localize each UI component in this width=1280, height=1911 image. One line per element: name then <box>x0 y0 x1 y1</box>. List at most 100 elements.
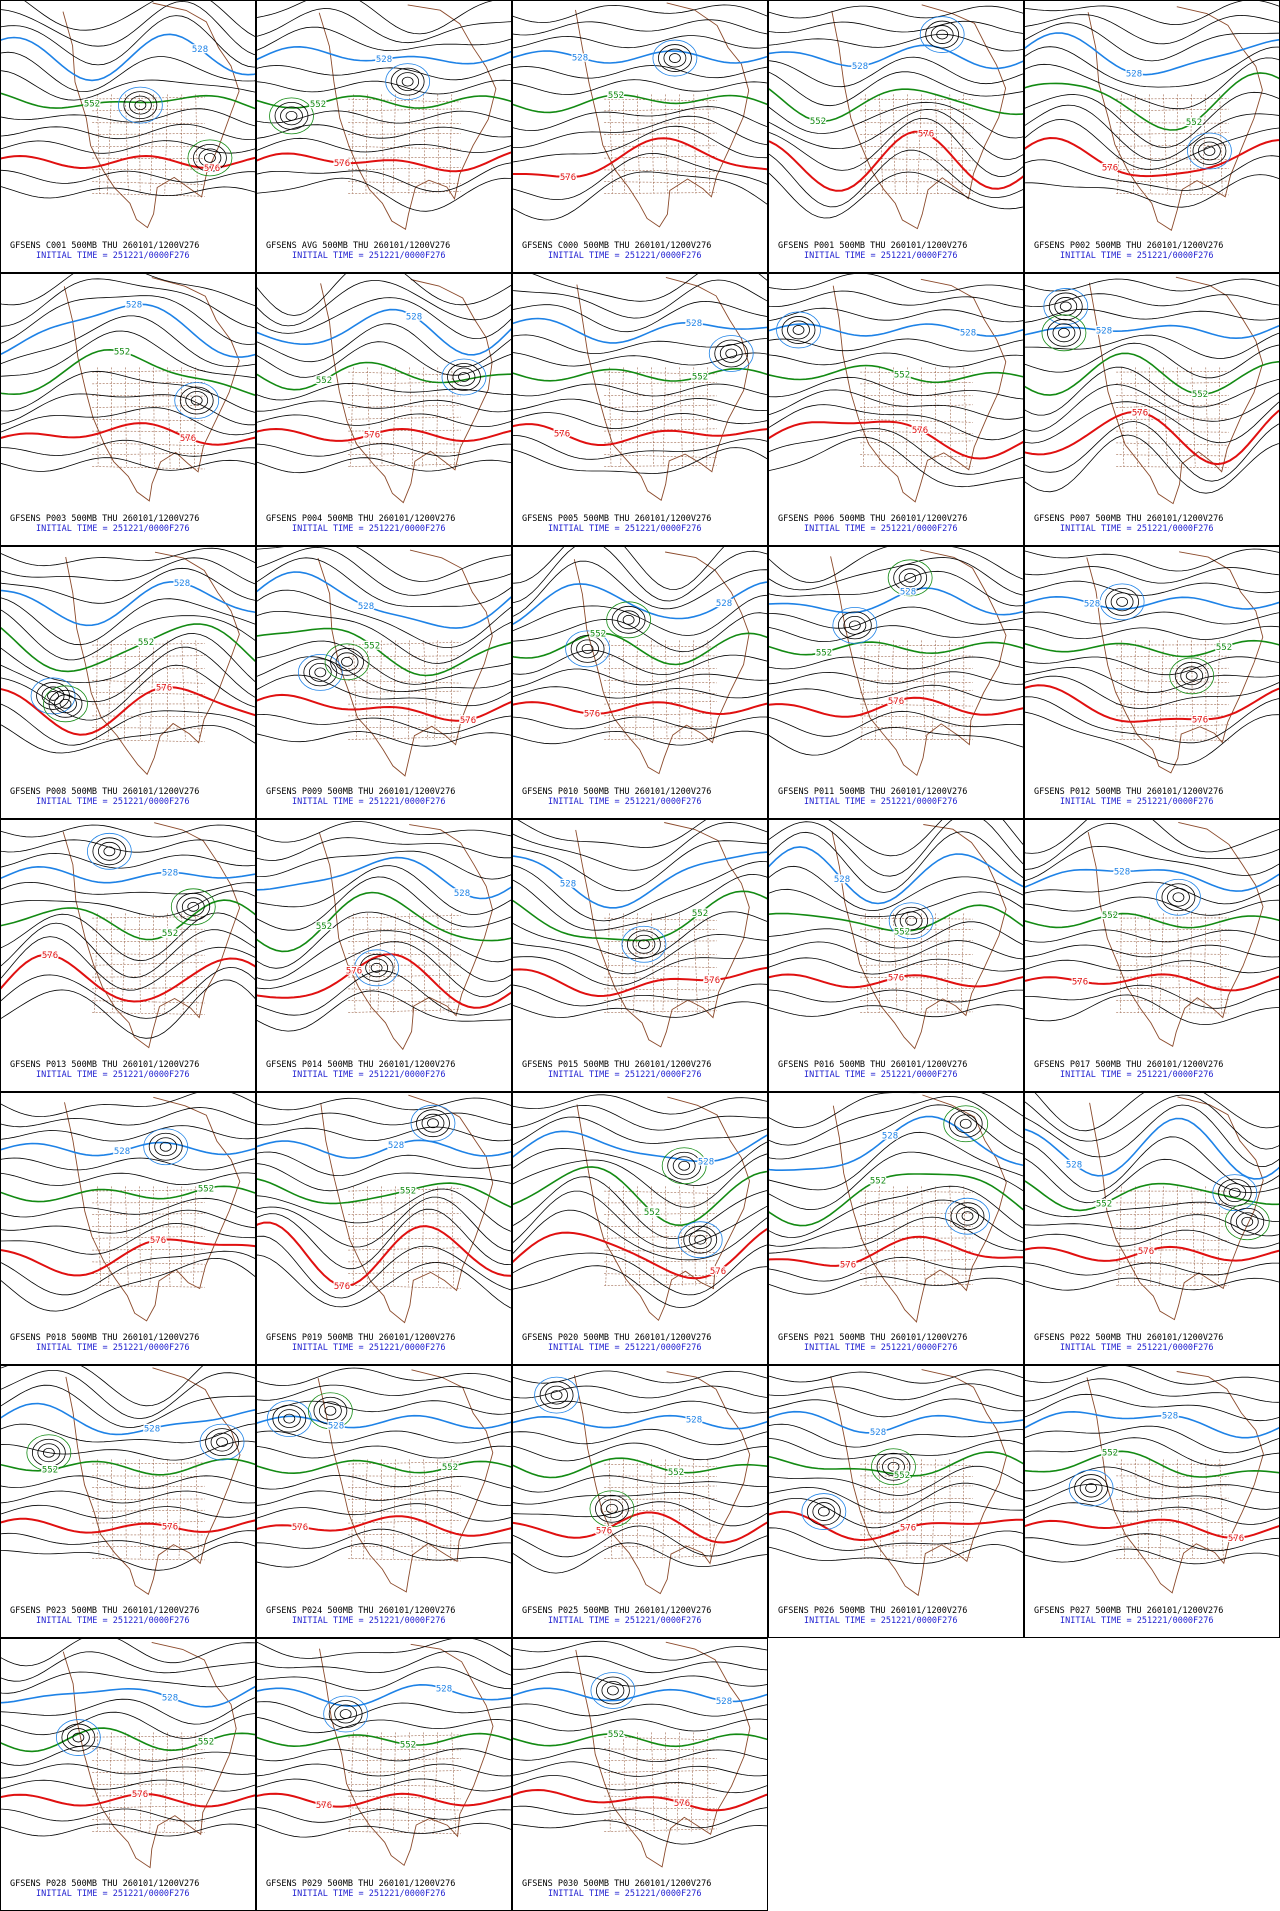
closed-low <box>1058 327 1070 338</box>
height-contour <box>769 865 1023 912</box>
height-contour <box>1025 174 1279 208</box>
panel-init-time: INITIAL TIME = 251221/0000F276 <box>548 1616 702 1626</box>
height-contour <box>769 5 1023 19</box>
panel-frame <box>512 1365 768 1638</box>
closed-low <box>1169 657 1215 695</box>
height-contour <box>513 152 767 201</box>
height-contour-highlight <box>513 423 767 446</box>
height-contour <box>769 710 1023 737</box>
height-contour <box>513 383 767 397</box>
height-contour-highlight <box>513 1687 767 1703</box>
height-contour <box>769 428 1023 475</box>
height-contour <box>769 307 1023 323</box>
height-contour-highlight <box>769 587 1023 616</box>
height-contour <box>769 1482 1023 1514</box>
closed-low <box>43 685 88 723</box>
height-contour <box>1025 1378 1279 1403</box>
map-area: 528 552 576 <box>1 1366 255 1596</box>
height-contour <box>513 300 767 333</box>
height-contour-highlight <box>769 1451 1023 1477</box>
height-contour <box>257 1701 511 1721</box>
panel-frame <box>512 546 768 819</box>
contour-label: 528 <box>406 312 422 322</box>
closed-low <box>843 615 867 635</box>
height-contour <box>513 1747 767 1763</box>
height-contour-highlight <box>1025 1450 1279 1478</box>
closed-low <box>328 1700 363 1728</box>
coastline <box>320 1094 494 1324</box>
map-area: 528 552 576 <box>1025 1366 1279 1594</box>
contour-label: 552 <box>400 1741 416 1751</box>
height-contour-highlight <box>513 317 767 344</box>
closed-low <box>72 1732 85 1743</box>
height-contour <box>769 20 1023 34</box>
contour-label: 576 <box>560 173 576 183</box>
closed-low <box>943 1105 989 1143</box>
closed-low <box>269 97 314 135</box>
map-panel: 528 552 576 GFSENS P013 500MB THU 260101/12… <box>0 819 256 1092</box>
height-contour <box>1 839 255 853</box>
closed-low <box>781 316 816 344</box>
closed-low <box>334 1704 358 1724</box>
map-panel: 528 552 576 GFSENS P017 500MB THU 260101/12… <box>1024 819 1280 1092</box>
height-contour <box>769 1216 1023 1254</box>
height-contour-highlight <box>1 154 255 170</box>
height-contour <box>257 79 511 95</box>
contour-label: 552 <box>84 100 100 110</box>
height-contour <box>1 1222 255 1255</box>
closed-low <box>1224 1203 1270 1241</box>
height-contour <box>257 731 511 747</box>
height-contour <box>513 873 767 931</box>
closed-low <box>678 1160 691 1171</box>
closed-low <box>458 372 470 382</box>
height-contour <box>513 1491 767 1508</box>
map-area: 528 552 576 <box>1025 1 1279 232</box>
height-contour <box>513 983 767 1007</box>
height-contour <box>257 1474 511 1490</box>
height-contour <box>1025 366 1279 416</box>
height-contour <box>257 443 511 457</box>
contour-label: 528 <box>852 62 868 72</box>
closed-low <box>600 1499 624 1519</box>
height-contour-highlight <box>1025 1245 1279 1262</box>
closed-low <box>1059 301 1072 312</box>
height-contour <box>1025 1483 1279 1510</box>
height-contour <box>769 921 1023 949</box>
map-panel: 528 552 576 GFSENS P001 500MB THU 260101/12… <box>768 0 1024 273</box>
height-contour-highlight <box>513 1511 767 1544</box>
height-contour <box>1025 1393 1279 1422</box>
panel-title: GFSENS P008 500MB THU 260101/1200V276 <box>10 787 199 797</box>
height-contour <box>1025 675 1279 709</box>
panel-frame <box>0 1092 256 1365</box>
height-contour <box>257 1639 511 1659</box>
map-panel: 528 552 576 GFSENS P010 500MB THU 260101/12… <box>512 546 768 819</box>
height-contour <box>769 1423 1023 1448</box>
closed-low <box>205 1428 239 1457</box>
height-contour-highlight <box>513 701 767 716</box>
height-contour <box>513 1655 767 1674</box>
closed-low <box>323 1695 369 1733</box>
height-contour <box>769 1185 1023 1238</box>
map-panel: 528 552 576 GFSENS P029 500MB THU 260101/12… <box>256 1638 512 1911</box>
contour-label: 576 <box>364 430 380 440</box>
height-contour-highlight <box>1025 72 1279 131</box>
closed-low <box>277 1409 301 1429</box>
height-contour <box>257 1196 511 1252</box>
map-panel: 528 552 576 GFSENS P018 500MB THU 260101/12… <box>0 1092 256 1365</box>
height-contour <box>1 15 255 68</box>
coastline <box>573 551 750 775</box>
closed-low <box>672 1156 696 1176</box>
closed-low <box>801 1493 847 1530</box>
closed-low <box>1074 1474 1109 1502</box>
contour-label: 552 <box>608 91 624 101</box>
closed-low <box>930 25 954 44</box>
height-contour <box>513 1116 767 1146</box>
panel-init-time: INITIAL TIME = 251221/0000F276 <box>292 1616 446 1626</box>
closed-low <box>595 1494 629 1523</box>
map-area: 528 552 576 <box>257 1094 511 1324</box>
map-area: 528 552 576 <box>1 1 255 229</box>
height-contour <box>1025 1366 1279 1385</box>
panel-frame <box>768 0 1024 273</box>
height-contour-highlight <box>1025 1180 1279 1212</box>
